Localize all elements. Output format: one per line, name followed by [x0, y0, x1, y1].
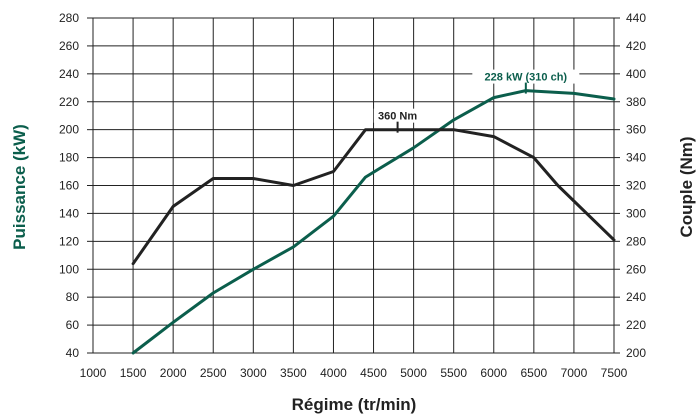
y-right-tick-label: 200: [626, 346, 646, 360]
axis-titles: Régime (tr/min) Puissance (kW) Couple (N…: [10, 124, 696, 414]
y-right-tick-label: 240: [626, 290, 646, 304]
x-axis-title: Régime (tr/min): [292, 395, 417, 414]
x-tick-label: 4000: [320, 366, 347, 380]
x-tick-label: 7500: [601, 366, 628, 380]
y-right-tick-label: 380: [626, 95, 646, 109]
y-right-tick-label: 400: [626, 67, 646, 81]
x-tick-label: 3500: [280, 366, 307, 380]
y-left-tick-label: 180: [59, 151, 79, 165]
x-tick-label: 1500: [120, 366, 147, 380]
tick-labels: 1000 1500 2000 2500 3000 3500 4000 4500 5000 5500…: [59, 11, 646, 380]
y-right-tick-label: 360: [626, 123, 646, 137]
y-axis-title-right: Couple (Nm): [677, 136, 696, 237]
y-left-tick-label: 200: [59, 123, 79, 137]
x-tick-label: 6000: [480, 366, 507, 380]
y-right-tick-label: 420: [626, 39, 646, 53]
y-left-tick-label: 60: [66, 318, 80, 332]
x-tick-label: 7000: [561, 366, 588, 380]
y-right-tick-label: 220: [626, 318, 646, 332]
y-left-tick-label: 240: [59, 67, 79, 81]
y-left-tick-label: 160: [59, 179, 79, 193]
torque-line: [131, 128, 616, 266]
grid: [87, 17, 620, 354]
y-left-tick-label: 280: [59, 11, 79, 25]
y-axis-title-left: Puissance (kW): [10, 124, 29, 250]
x-tick-label: 2000: [160, 366, 187, 380]
x-tick-label: 5500: [440, 366, 467, 380]
x-tick-label: 2500: [200, 366, 227, 380]
y-left-tick-label: 260: [59, 39, 79, 53]
y-right-tick-label: 280: [626, 234, 646, 248]
annotations: 360 Nm 228 kW (310 ch): [373, 69, 580, 133]
y-right-tick-label: 340: [626, 151, 646, 165]
y-left-tick-label: 100: [59, 262, 79, 276]
y-right-tick-label: 320: [626, 179, 646, 193]
y-right-tick-label: 260: [626, 262, 646, 276]
annotation-label: 360 Nm: [378, 111, 417, 123]
y-left-tick-label: 40: [66, 346, 80, 360]
y-left-tick-label: 220: [59, 95, 79, 109]
annotation-background: [472, 69, 580, 84]
x-tick-label: 5000: [400, 366, 427, 380]
x-tick-label: 1000: [80, 366, 107, 380]
x-tick-label: 4500: [360, 366, 387, 380]
x-tick-label: 3000: [240, 366, 267, 380]
y-left-tick-label: 140: [59, 206, 79, 220]
y-right-tick-label: 440: [626, 11, 646, 25]
y-right-tick-label: 300: [626, 206, 646, 220]
y-left-tick-label: 120: [59, 234, 79, 248]
y-left-tick-label: 80: [66, 290, 80, 304]
annotation-label: 228 kW (310 ch): [485, 72, 568, 84]
annotation-background: [373, 108, 422, 123]
x-tick-label: 6500: [520, 366, 547, 380]
